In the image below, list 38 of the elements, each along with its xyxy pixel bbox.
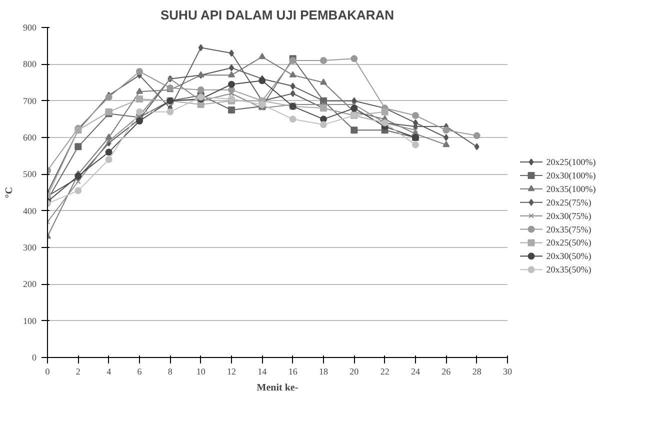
x-tick-label: 24	[411, 366, 420, 376]
x-tick-label: 20	[350, 366, 360, 376]
legend-label: 20x25(100%)	[546, 157, 596, 168]
legend-label: 20x35(50%)	[546, 264, 592, 275]
y-tick-label: 900	[23, 22, 37, 32]
x-tick-label: 8	[168, 366, 173, 376]
legend-label: 20x25(50%)	[546, 238, 592, 248]
x-tick-label: 12	[227, 366, 236, 376]
x-tick-label: 2	[76, 366, 80, 376]
chart-title: SUHU API DALAM UJI PEMBAKARAN	[160, 8, 394, 22]
y-axis-title: °C	[4, 186, 15, 198]
legend-label: 20x35(100%)	[546, 184, 596, 194]
x-tick-label: 10	[196, 366, 206, 376]
y-tick-label: 600	[23, 132, 37, 142]
y-tick-label: 200	[23, 279, 37, 290]
y-tick-label: 800	[23, 59, 37, 70]
x-tick-label: 4	[106, 366, 112, 376]
legend-label: 20x30(100%)	[546, 170, 596, 180]
x-tick-label: 22	[380, 366, 390, 376]
y-tick-label: 0	[32, 352, 37, 362]
legend-label: 20x25(75%)	[546, 197, 592, 208]
x-tick-label: 14	[258, 366, 268, 376]
y-tick-label: 500	[23, 169, 37, 180]
x-tick-label: 16	[288, 366, 298, 376]
legend-label: 20x30(75%)	[546, 210, 592, 221]
y-tick-label: 300	[23, 242, 37, 252]
x-tick-label: 0	[45, 366, 50, 376]
x-tick-label: 26	[442, 366, 452, 376]
y-tick-label: 400	[23, 206, 37, 216]
x-tick-label: 28	[472, 366, 482, 376]
legend-label: 20x35(75%)	[546, 224, 592, 234]
x-tick-label: 30	[503, 366, 512, 376]
x-axis-title: Menit ke-	[256, 382, 298, 394]
y-tick-label: 100	[23, 316, 37, 326]
legend-label: 20x30(50%)	[546, 251, 592, 262]
x-tick-label: 6	[137, 366, 142, 376]
x-tick-label: 18	[319, 366, 328, 376]
y-tick-label: 700	[23, 96, 37, 106]
